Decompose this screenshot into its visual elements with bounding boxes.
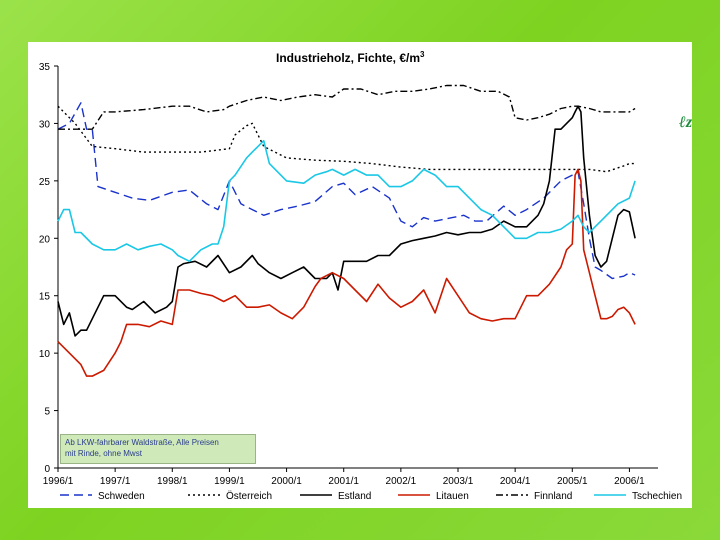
x-tick-label: 2004/1 (500, 476, 531, 487)
series-line-tschechien (57, 139, 636, 263)
y-tick-group: 0 5 10 15 20 25 30 35 (39, 62, 58, 475)
note-line-1: Ab LKW-fahrbarer Waldstraße, Alle Preise… (65, 438, 219, 447)
y-tick-label: 0 (44, 464, 50, 475)
legend-label-schweden: Schweden (98, 491, 145, 502)
x-tick-label: 1997/1 (100, 476, 131, 487)
legend-label-estland: Estland (338, 491, 371, 502)
note-box: Ab LKW-fahrbarer Waldstraße, Alle Preise… (60, 434, 256, 464)
series-line-litauen (57, 168, 636, 377)
x-tick-label: 1999/1 (214, 476, 245, 487)
legend-label-litauen: Litauen (436, 491, 469, 502)
legend-label-österreich: Österreich (226, 490, 272, 502)
y-tick-label: 5 (44, 407, 50, 418)
x-tick-label: 2002/1 (386, 476, 417, 487)
legend: Schweden Österreich Estland Litauen Finnland… (60, 490, 682, 502)
x-tick-label: 1998/1 (157, 476, 188, 487)
x-tick-label: 1996/1 (43, 476, 74, 487)
y-tick-label: 20 (39, 234, 51, 245)
x-tick-group: 1996/1 1997/1 1998/1 1999/1 2000/1 2001/1 2002… (43, 468, 645, 487)
y-tick-label: 15 (39, 292, 51, 303)
x-tick-label: 2001/1 (328, 476, 359, 487)
x-tick-label: 2006/1 (614, 476, 645, 487)
series-line-österreich (57, 105, 636, 173)
logo-icon: ℓz (678, 114, 693, 131)
note-line-2: mit Rinde, ohne Mwst (65, 449, 142, 458)
series-line-finnland (58, 84, 636, 130)
y-tick-label: 10 (39, 349, 51, 360)
series-line-schweden (57, 102, 636, 280)
y-tick-label: 35 (39, 62, 51, 73)
legend-label-tschechien: Tschechien (632, 491, 682, 502)
legend-label-finnland: Finnland (534, 491, 572, 502)
chart-frame: Industrieholz, Fichte, €/m3 0 5 10 15 20 25 30… (28, 42, 693, 508)
line-chart: Industrieholz, Fichte, €/m3 0 5 10 15 20 25 30… (39, 50, 682, 502)
svg-text:ℓz: ℓz (678, 114, 693, 131)
x-tick-label: 2005/1 (557, 476, 588, 487)
series-group (57, 84, 636, 377)
y-tick-label: 25 (39, 177, 51, 188)
y-tick-label: 30 (39, 119, 51, 130)
x-tick-label: 2003/1 (443, 476, 474, 487)
chart-title: Industrieholz, Fichte, €/m3 (276, 50, 425, 65)
x-tick-label: 2000/1 (271, 476, 302, 487)
series-line-estland (57, 105, 636, 337)
